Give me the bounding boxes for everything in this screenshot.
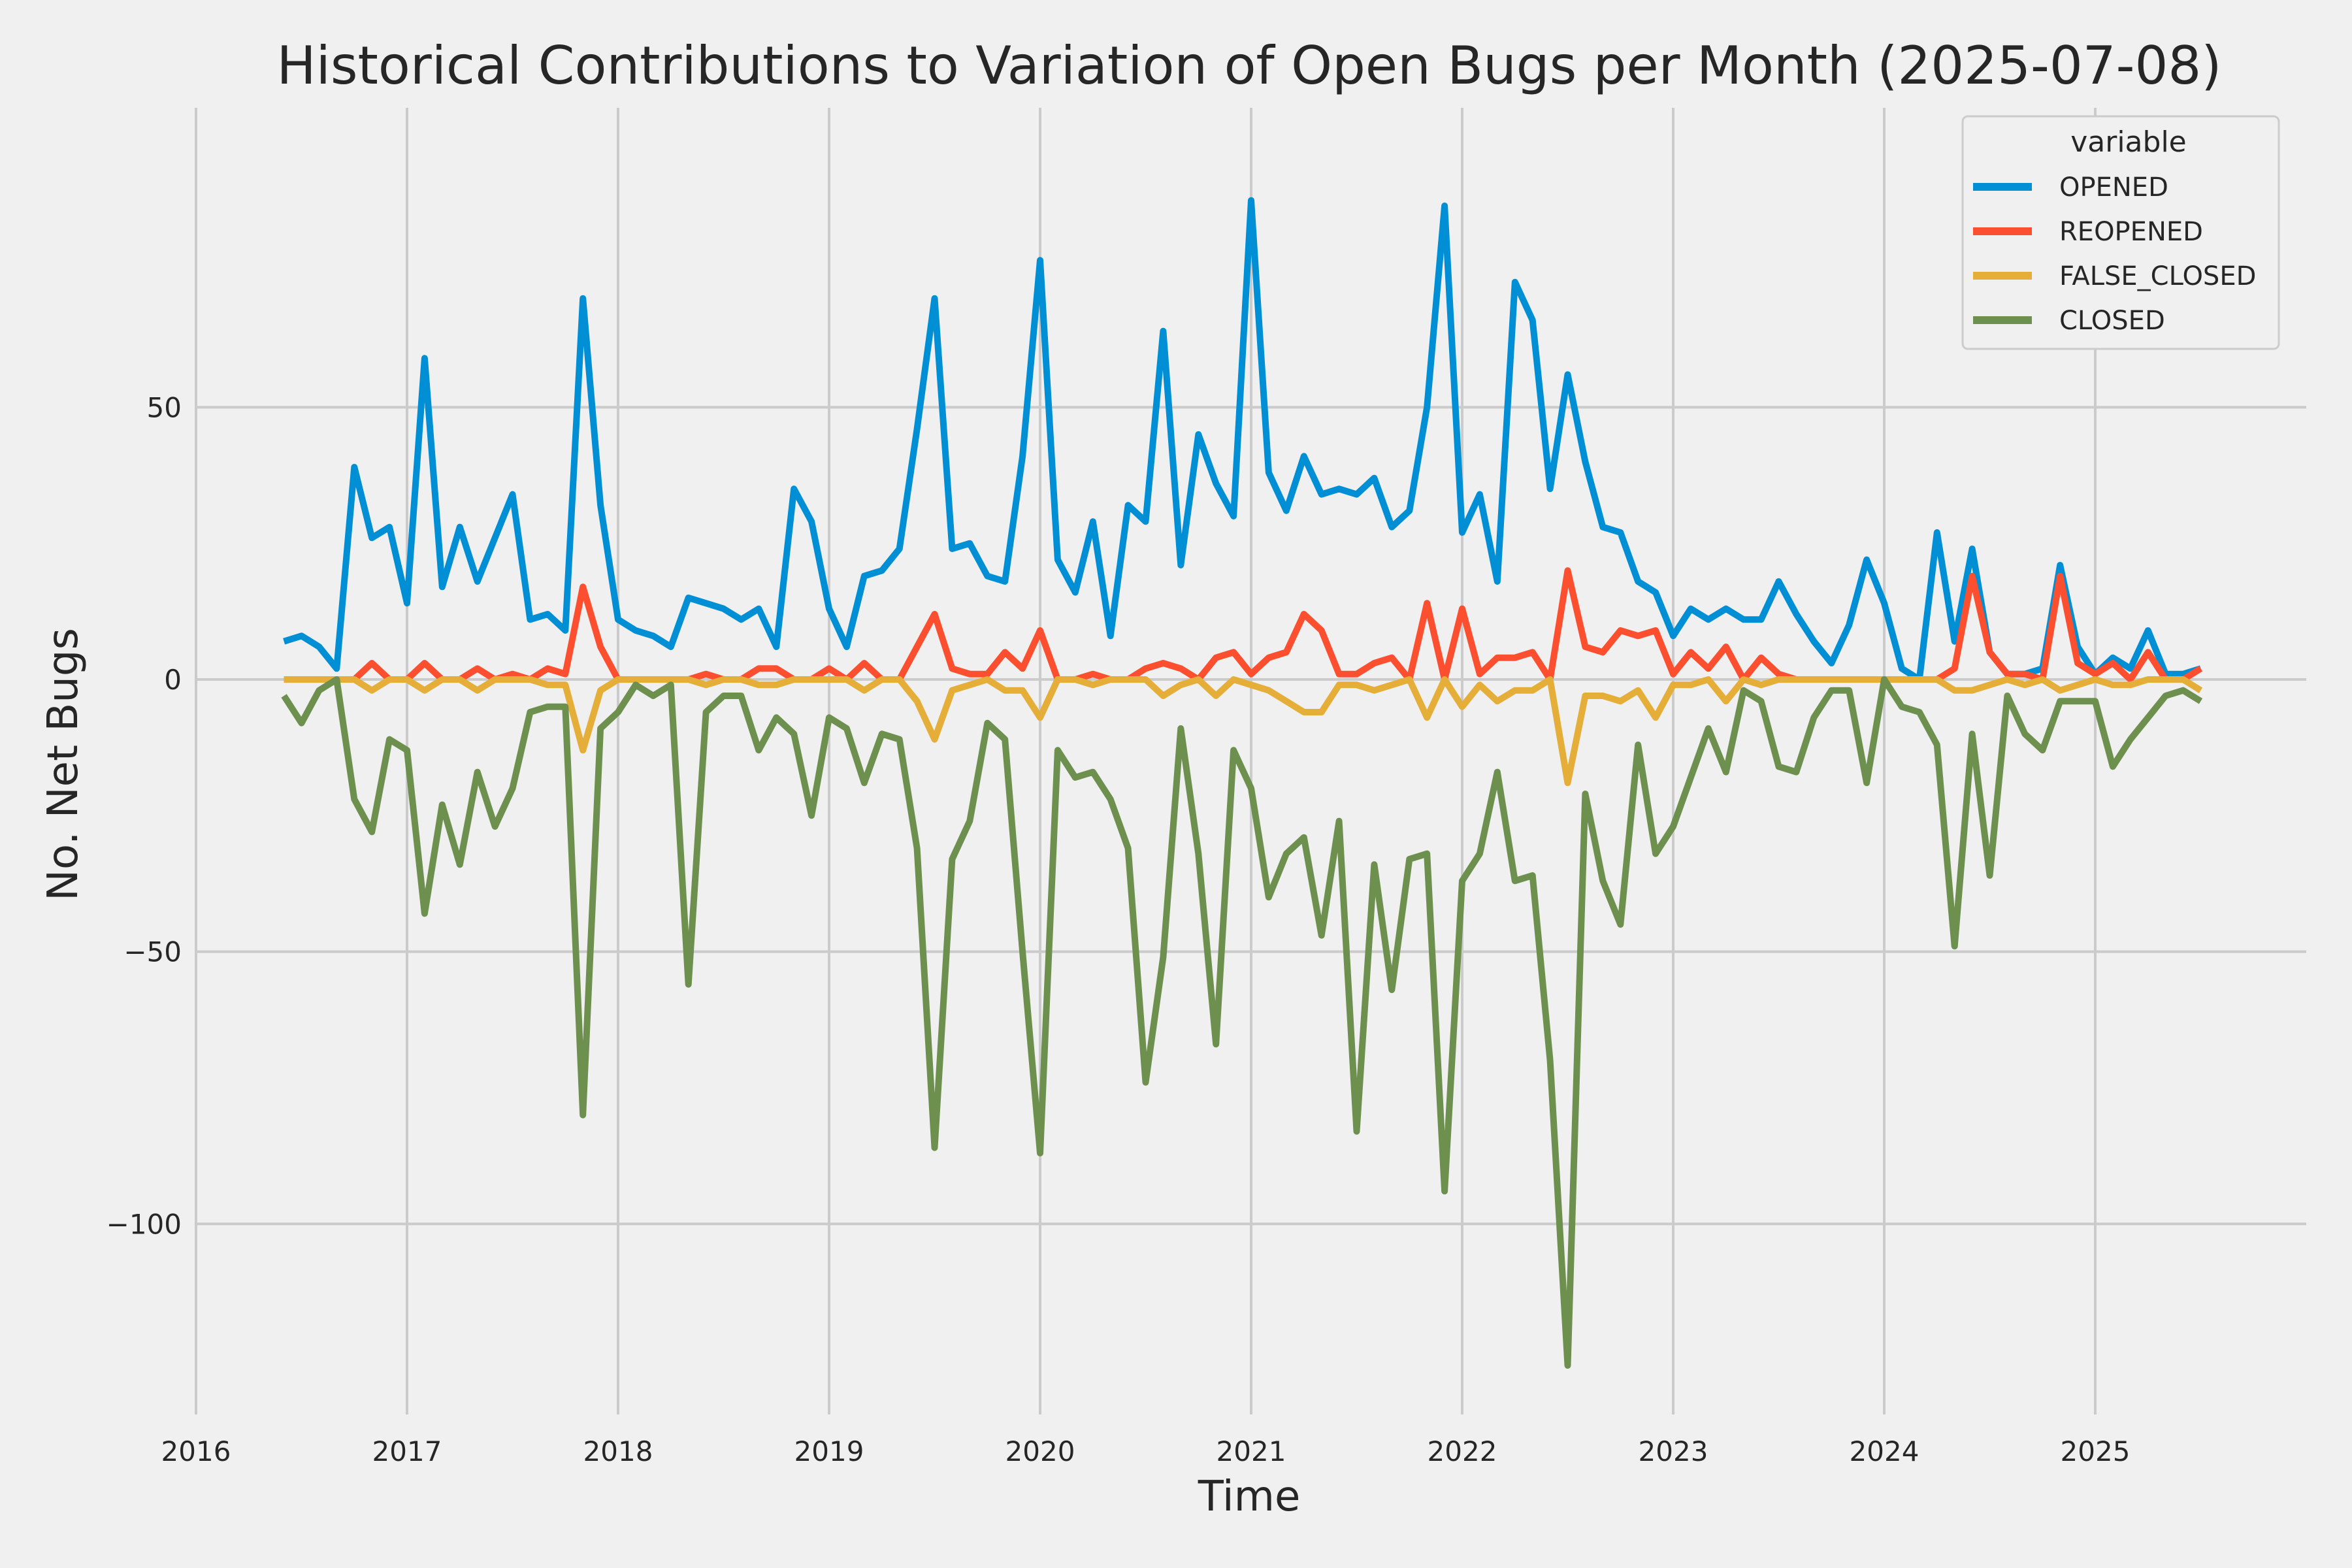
legend-entries: OPENED REOPENED FALSE_CLOSED CLOSED <box>1973 172 2256 336</box>
grid-layer <box>195 108 2306 1414</box>
y-tick-label: 50 <box>147 391 182 423</box>
x-tick-label: 2017 <box>372 1435 442 1467</box>
legend-label-closed: CLOSED <box>2059 306 2165 336</box>
x-tick-label: 2021 <box>1217 1435 1286 1467</box>
series-line-closed <box>281 676 2203 1369</box>
legend-label-false-closed: FALSE_CLOSED <box>2059 261 2256 291</box>
x-tick-label: 2018 <box>583 1435 653 1467</box>
x-tick-label: 2023 <box>1639 1435 1708 1467</box>
series-line-reopened <box>284 567 2203 683</box>
y-tick-labels: 50 0 −50 −100 <box>106 391 182 1240</box>
legend-label-opened: OPENED <box>2059 172 2168 203</box>
legend-label-reopened: REOPENED <box>2059 217 2203 247</box>
x-tick-label: 2025 <box>2061 1435 2131 1467</box>
legend-title: variable <box>2070 125 2187 159</box>
x-tick-labels: 2016 2017 2018 2019 2020 2021 2022 2023 2024 2025 <box>161 1435 2131 1467</box>
x-tick-label: 2020 <box>1005 1435 1075 1467</box>
x-axis-label: Time <box>1198 1473 1301 1521</box>
y-tick-label: 0 <box>164 664 182 696</box>
legend: variable OPENED REOPENED FALSE_CLOSED CLOSE… <box>1961 115 2280 350</box>
chart-title: Historical Contributions to Variation of… <box>276 35 2221 96</box>
y-tick-label: −100 <box>106 1208 182 1240</box>
x-tick-label: 2024 <box>1850 1435 1919 1467</box>
x-tick-label: 2019 <box>794 1435 864 1467</box>
y-axis-label: No. Net Bugs <box>39 628 88 901</box>
x-tick-label: 2022 <box>1428 1435 1497 1467</box>
x-tick-label: 2016 <box>161 1435 231 1467</box>
legend-box <box>1961 115 2280 350</box>
y-tick-label: −50 <box>123 936 182 968</box>
series-layer <box>281 197 2203 1369</box>
series-line-opened <box>283 197 2202 683</box>
